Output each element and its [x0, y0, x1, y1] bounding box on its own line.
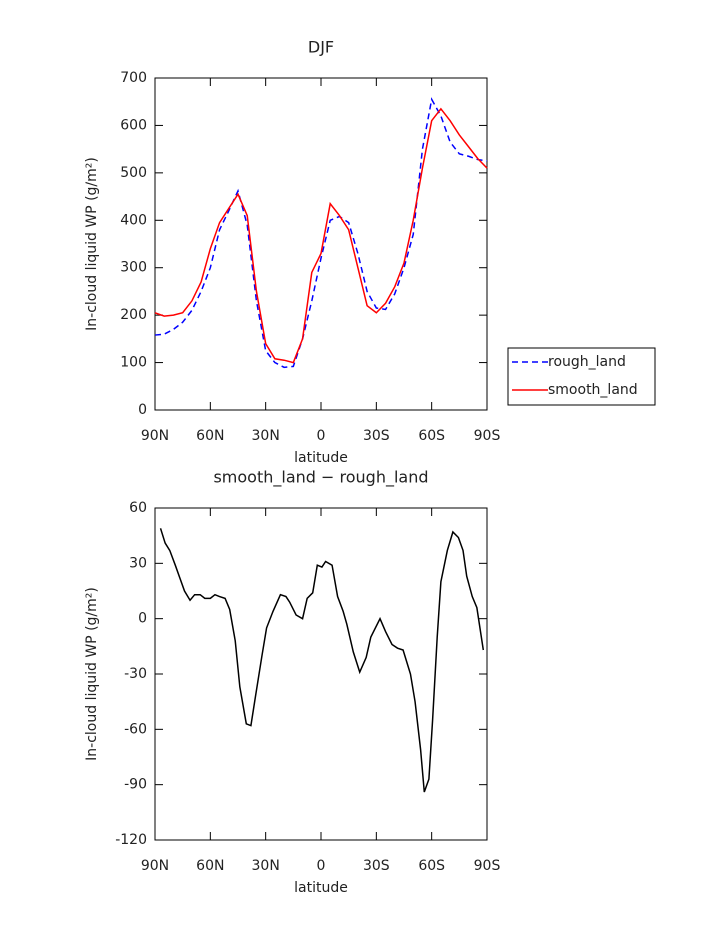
y-tick-label: 300: [120, 260, 147, 276]
x-tick-label: 0: [317, 858, 326, 874]
plot-frame: [154, 77, 488, 411]
y-tick-label: 500: [120, 165, 147, 181]
y-tick-label: 0: [138, 402, 147, 418]
x-tick-label: 30S: [363, 428, 390, 444]
y-tick-label: 100: [120, 355, 147, 371]
y-tick-label: 400: [120, 212, 147, 228]
y-tick-label: 200: [120, 307, 147, 323]
chart-title: DJF: [308, 38, 334, 57]
x-axis-label: latitude: [294, 880, 348, 896]
x-tick-label: 60S: [418, 428, 445, 444]
x-tick-label: 60N: [196, 858, 224, 874]
data-line: [159, 528, 485, 793]
x-tick-label: 90N: [141, 428, 169, 444]
y-axis-label: In-cloud liquid WP (g/m²): [84, 157, 100, 331]
x-tick-label: 90S: [474, 858, 501, 874]
chart-title: smooth_land − rough_land: [213, 468, 428, 488]
plot-frame: [154, 507, 488, 841]
x-tick-label: 30N: [252, 858, 280, 874]
y-tick-label: 60: [129, 500, 147, 516]
x-tick-label: 30S: [363, 858, 390, 874]
x-tick-label: 0: [317, 428, 326, 444]
x-tick-label: 30N: [252, 428, 280, 444]
x-tick-label: 90N: [141, 858, 169, 874]
x-tick-label: 60N: [196, 428, 224, 444]
legend-label: rough_land: [548, 354, 626, 370]
y-tick-label: -90: [124, 777, 147, 793]
y-tick-label: 30: [129, 555, 147, 571]
x-axis-label: latitude: [294, 450, 348, 466]
y-tick-label: 600: [120, 117, 147, 133]
y-axis-label: In-cloud liquid WP (g/m²): [84, 587, 100, 761]
x-tick-label: 90S: [474, 428, 501, 444]
y-tick-label: -120: [115, 832, 147, 848]
y-tick-label: 0: [138, 611, 147, 627]
y-tick-label: 700: [120, 70, 147, 86]
data-line: [154, 107, 488, 364]
y-tick-label: -60: [124, 721, 147, 737]
legend-box: [507, 347, 656, 406]
x-tick-label: 60S: [418, 858, 445, 874]
data-line: [154, 97, 488, 369]
legend-label: smooth_land: [548, 382, 638, 398]
y-tick-label: -30: [124, 666, 147, 682]
